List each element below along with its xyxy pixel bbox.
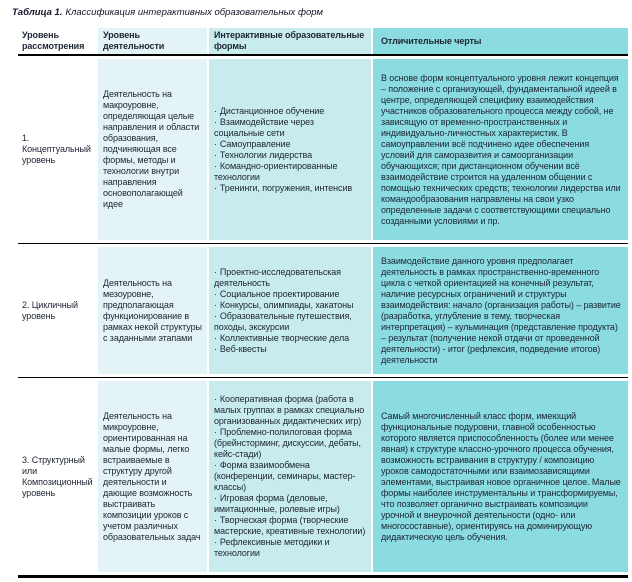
list-item-text: Форма взаимообмена (конференции, семинар… — [214, 460, 356, 492]
bullet-marker: · — [214, 116, 217, 127]
bullet-marker: · — [214, 105, 217, 116]
bullet-marker: · — [214, 299, 217, 310]
list-item: · Коллективные творческие дела — [214, 333, 366, 344]
list-item: · Взаимодействие через социальные сети — [214, 117, 366, 139]
cell-level: 1. Концептуальный уровень — [22, 133, 91, 165]
list-item: · Социальное проектирование — [214, 289, 366, 300]
bullet-marker: · — [214, 343, 217, 354]
list-item: · Кооперативная форма (работа в малых гру… — [214, 394, 366, 427]
list-item-text: Командно-ориентированные технологии — [214, 160, 338, 182]
list-item-text: Дистанционное обучение — [219, 105, 325, 116]
list-item-text: Социальное проектирование — [219, 288, 340, 299]
header-activity: Уровень деятельности — [98, 28, 207, 54]
list-item-text: Творческая форма (творческие мастерские,… — [214, 515, 366, 536]
list-item: · Проблемно-полилоговая форма (брейнсторм… — [214, 427, 366, 460]
list-item: · Дистанционное обучение — [214, 106, 366, 117]
cell-features: Взаимодействие данного уровня предполага… — [371, 247, 628, 374]
list-item: · Игровая форма (деловые, имитационные, р… — [214, 493, 366, 515]
cell-activity: Деятельность на макроуровне, определяюща… — [98, 59, 207, 240]
bullet-marker: · — [214, 266, 217, 277]
cell-level: 3. Структурный или Композиционный уровен… — [22, 454, 93, 498]
cell-forms: · Кооперативная форма (работа в малых гру… — [207, 381, 371, 572]
list-item: · Проектно-исследовательская деятельность — [214, 267, 366, 289]
table-row-conceptual: 1. Концептуальный уровень Деятельность н… — [18, 56, 628, 244]
cell-activity: Деятельность на микроуровне, ориентирова… — [98, 381, 207, 572]
header-features: Отличительные черты — [371, 28, 628, 54]
cell-level: 2. Цикличный уровень — [22, 299, 78, 321]
list-item: · Тренинги, погружения, интенсив — [214, 183, 366, 194]
classification-table: Уровень рассмотрения Уровень деятельност… — [18, 28, 628, 578]
cell-features: В основе форм концептуального уровня леж… — [371, 59, 628, 240]
list-item: · Образовательные путешествия, походы, эк… — [214, 311, 366, 333]
list-item-text: Тренинги, погружения, интенсив — [219, 182, 353, 193]
list-item-text: Игровая форма (деловые, имитационные, ро… — [214, 493, 340, 514]
list-item-text: Коллективные творческие дела — [219, 332, 350, 343]
cell-features: Самый многочисленный класс форм, имеющий… — [371, 381, 628, 572]
list-item: · Технологии лидерства — [214, 150, 366, 161]
cell-forms: · Проектно-исследовательская деятельность… — [207, 247, 371, 374]
list-item-text: Проблемно-полилоговая форма (брейнсторми… — [214, 427, 361, 459]
bullet-marker: · — [214, 537, 217, 547]
list-item-text: Веб-квесты — [219, 343, 267, 354]
bullet-marker: · — [214, 394, 217, 404]
bullet-marker: · — [214, 288, 217, 299]
list-item-text: Кооперативная форма (работа в малых груп… — [214, 394, 365, 426]
list-item: · Командно-ориентированные технологии — [214, 161, 366, 183]
list-item: · Веб-квесты — [214, 344, 366, 355]
bullet-marker: · — [214, 332, 217, 343]
table-header-row: Уровень рассмотрения Уровень деятельност… — [18, 28, 628, 56]
list-item-text: Самоуправление — [219, 138, 291, 149]
list-item-text: Образовательные путешествия, походы, экс… — [214, 310, 352, 332]
cell-forms: · Дистанционное обучение · Взаимодействие … — [207, 59, 371, 240]
list-item: · Конкурсы, олимпиады, хакатоны — [214, 300, 366, 311]
list-item: · Творческая форма (творческие мастерские… — [214, 515, 366, 537]
bullet-marker: · — [214, 160, 217, 171]
list-item-text: Технологии лидерства — [219, 149, 313, 160]
bullet-marker: · — [214, 149, 217, 160]
list-item-text: Проектно-исследовательская деятельность — [214, 266, 341, 288]
list-item-text: Взаимодействие через социальные сети — [214, 116, 314, 138]
cell-activity: Деятельность на мезоуровне, предполагающ… — [98, 247, 207, 374]
bullet-marker: · — [214, 460, 217, 470]
table-caption: Таблица 1. Классификация интерактивных об… — [12, 7, 628, 19]
bullet-marker: · — [214, 515, 217, 525]
bullet-marker: · — [214, 182, 217, 193]
list-item: · Форма взаимообмена (конференции, семина… — [214, 460, 366, 493]
table-caption-label: Таблица 1. — [12, 7, 63, 18]
bullet-marker: · — [214, 310, 217, 321]
list-item-text: Рефлексивные методики и технологии — [214, 537, 330, 558]
list-item: · Самоуправление — [214, 139, 366, 150]
table-row-cyclic: 2. Цикличный уровень Деятельность на мез… — [18, 244, 628, 378]
bullet-marker: · — [214, 138, 217, 149]
header-level: Уровень рассмотрения — [22, 30, 85, 51]
list-item-text: Конкурсы, олимпиады, хакатоны — [219, 299, 354, 310]
table-row-structural: 3. Структурный или Композиционный уровен… — [18, 378, 628, 578]
bullet-marker: · — [214, 493, 217, 503]
header-forms: Интерактивные образовательные формы — [207, 28, 371, 54]
list-item: · Рефлексивные методики и технологии — [214, 537, 366, 559]
table-caption-text: Классификация интерактивных образователь… — [65, 7, 323, 18]
bullet-marker: · — [214, 427, 217, 437]
